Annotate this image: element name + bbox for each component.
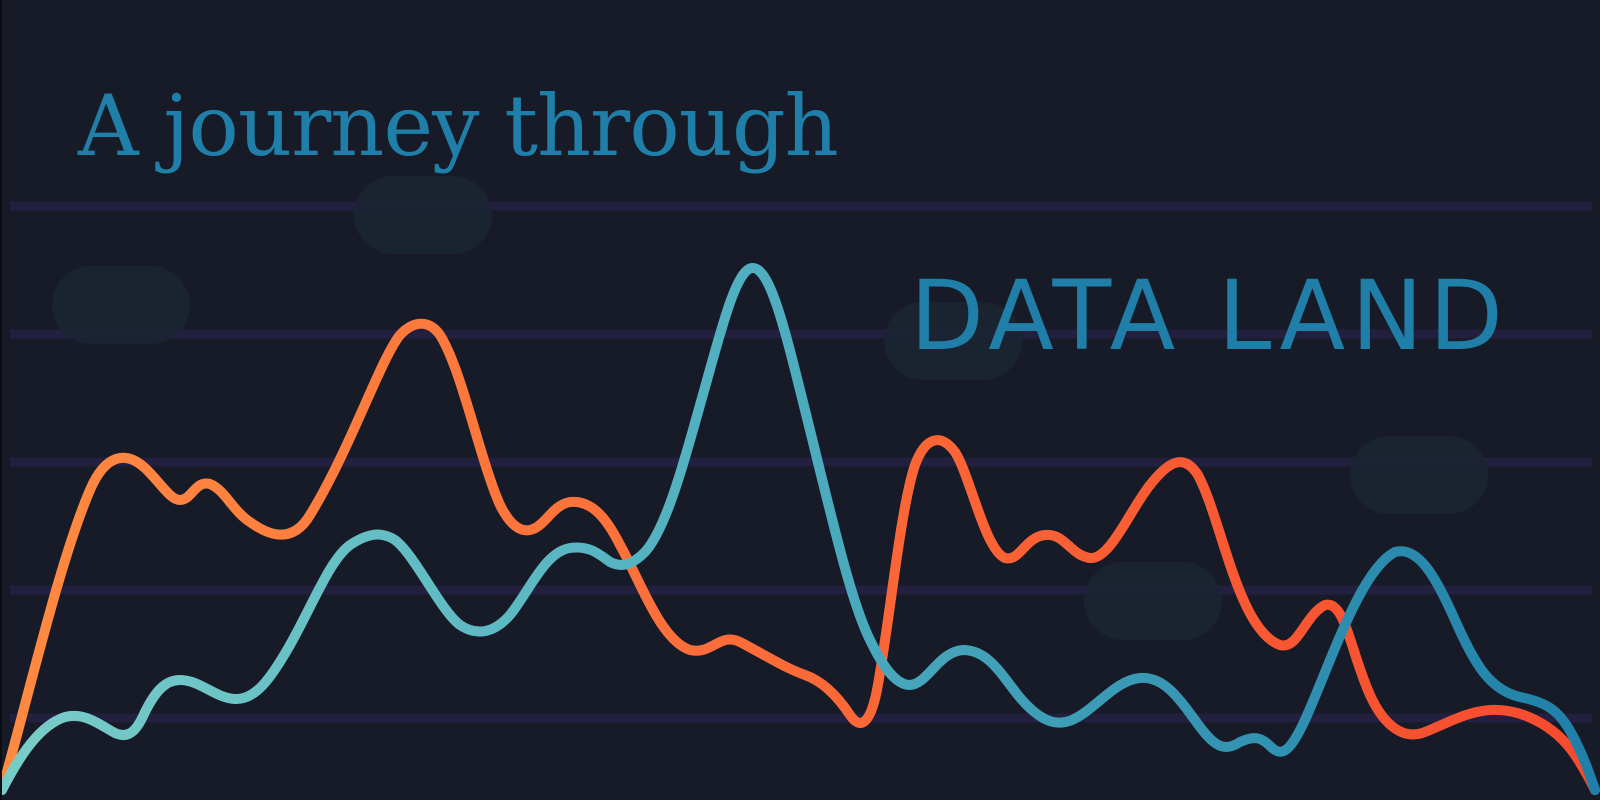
blob xyxy=(1084,562,1222,640)
heading-line-1: A journey through xyxy=(78,77,839,175)
blob xyxy=(884,302,1022,380)
blob xyxy=(1350,436,1488,514)
orange-line xyxy=(0,318,1600,795)
blob xyxy=(52,266,190,344)
decorative-blobs xyxy=(52,176,1488,640)
gridlines xyxy=(10,201,1592,723)
heading-line-2: DATA LAND xyxy=(910,260,1509,372)
teal-line xyxy=(0,263,1600,795)
blob xyxy=(354,176,492,254)
left-edge-border xyxy=(0,0,2,800)
